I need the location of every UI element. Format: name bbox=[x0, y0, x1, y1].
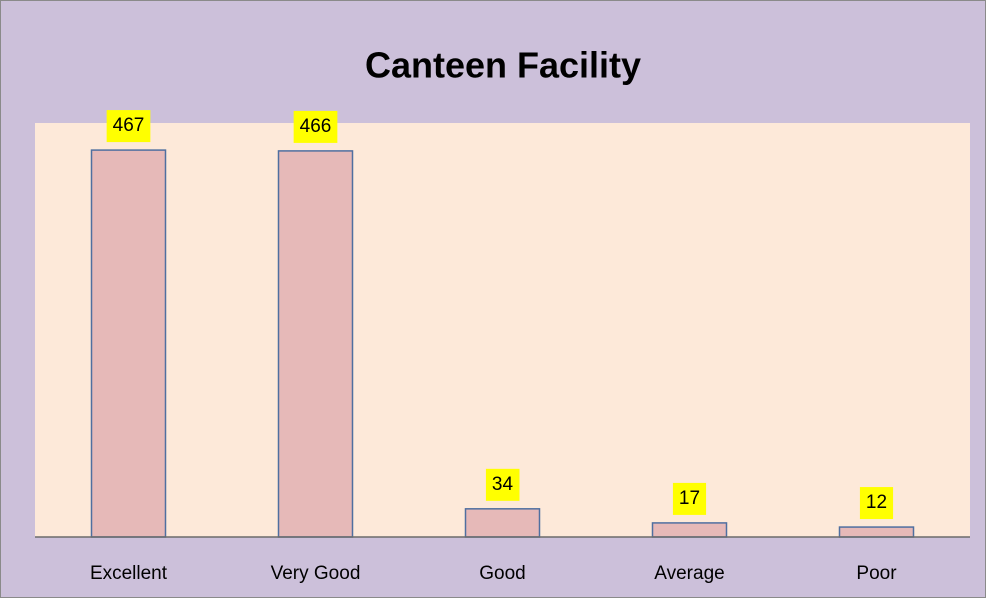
data-label-background bbox=[293, 110, 338, 143]
data-label: 12 bbox=[866, 492, 887, 513]
data-label: 466 bbox=[300, 116, 332, 137]
data-label: 34 bbox=[492, 474, 514, 495]
data-label-background bbox=[859, 487, 894, 520]
bar bbox=[651, 522, 728, 538]
x-tick-label: Poor bbox=[856, 563, 897, 584]
bar bbox=[90, 149, 167, 538]
x-tick-label: Very Good bbox=[271, 563, 361, 584]
data-label: 17 bbox=[679, 488, 700, 509]
chart-title: Canteen Facility bbox=[365, 45, 641, 86]
data-label: 467 bbox=[113, 115, 145, 136]
bar bbox=[277, 150, 354, 538]
data-label-background bbox=[106, 110, 151, 143]
x-tick-label: Good bbox=[479, 563, 525, 584]
plot-area bbox=[35, 123, 970, 537]
data-label-background bbox=[485, 468, 520, 501]
bar bbox=[838, 526, 915, 538]
bar bbox=[464, 508, 541, 538]
data-label-background bbox=[672, 482, 707, 515]
x-tick-label: Excellent bbox=[90, 563, 168, 584]
x-tick-label: Average bbox=[654, 563, 724, 584]
